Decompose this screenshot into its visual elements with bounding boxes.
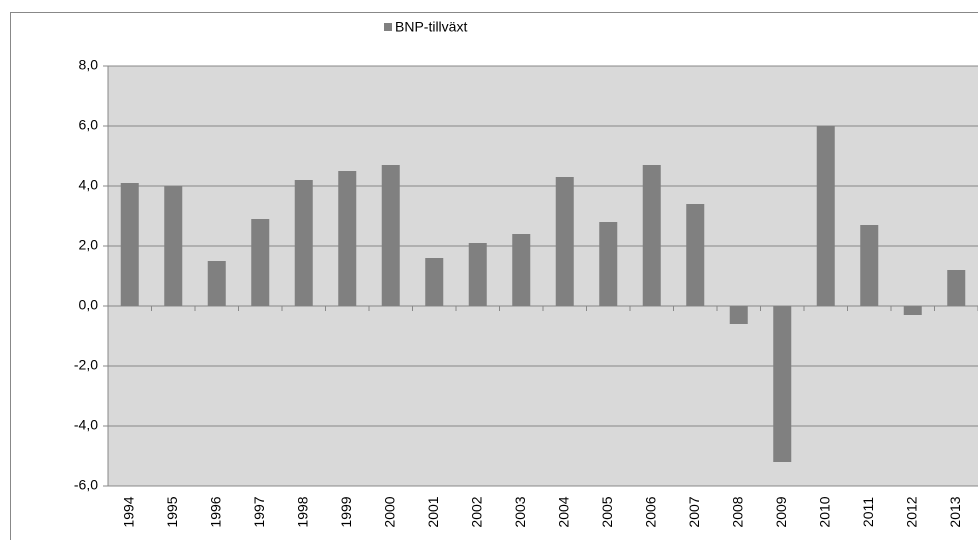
x-tick-label: 1999	[338, 496, 354, 527]
x-tick-label: 2009	[773, 496, 789, 527]
x-tick-label: 2012	[903, 496, 919, 527]
bar	[555, 177, 574, 306]
y-tick-label: 2,0	[79, 237, 99, 253]
y-tick-label: 8,0	[79, 57, 99, 73]
x-tick-label: 2002	[468, 496, 484, 527]
y-tick-label: 4,0	[79, 177, 99, 193]
bar	[686, 204, 705, 306]
bar	[468, 243, 487, 306]
y-tick-label: -2,0	[74, 357, 98, 373]
y-tick-label: 6,0	[79, 117, 99, 133]
x-tick-label: 1996	[207, 496, 223, 527]
bar	[425, 258, 444, 306]
x-tick-label: 2001	[425, 496, 441, 527]
x-tick-label: 2008	[729, 496, 745, 527]
bar	[860, 225, 879, 306]
bar	[294, 180, 313, 306]
plot-area	[108, 66, 978, 486]
bar	[642, 165, 661, 306]
x-tick-label: 2011	[860, 497, 876, 527]
legend-swatch	[384, 23, 392, 31]
bar	[251, 219, 270, 306]
x-tick-label: 2010	[816, 496, 832, 527]
bar	[773, 306, 792, 462]
x-tick-label: 2004	[555, 496, 571, 527]
y-tick-label: -4,0	[74, 417, 98, 433]
legend-label: BNP-tillväxt	[395, 19, 467, 35]
x-tick-label: 2007	[686, 496, 702, 527]
bar	[903, 306, 922, 315]
x-tick-label: 2013	[947, 496, 963, 527]
x-tick-label: 1994	[120, 496, 136, 527]
x-tick-label: 1997	[251, 496, 267, 527]
bar	[816, 126, 835, 306]
y-tick-label: -6,0	[74, 477, 98, 493]
bar	[599, 222, 618, 306]
x-tick-label: 2003	[512, 496, 528, 527]
x-tick-label: 1995	[164, 496, 180, 527]
x-tick-label: 1998	[294, 496, 310, 527]
x-tick-label: 2006	[642, 496, 658, 527]
bar	[338, 171, 357, 306]
bar	[164, 186, 183, 306]
bar	[947, 270, 966, 306]
bar	[207, 261, 226, 306]
bar	[381, 165, 400, 306]
bar	[120, 183, 139, 306]
y-tick-label: 0,0	[79, 297, 99, 313]
bar	[512, 234, 531, 306]
bar	[729, 306, 748, 324]
x-tick-label: 2000	[381, 496, 397, 527]
x-tick-label: 2005	[599, 496, 615, 527]
